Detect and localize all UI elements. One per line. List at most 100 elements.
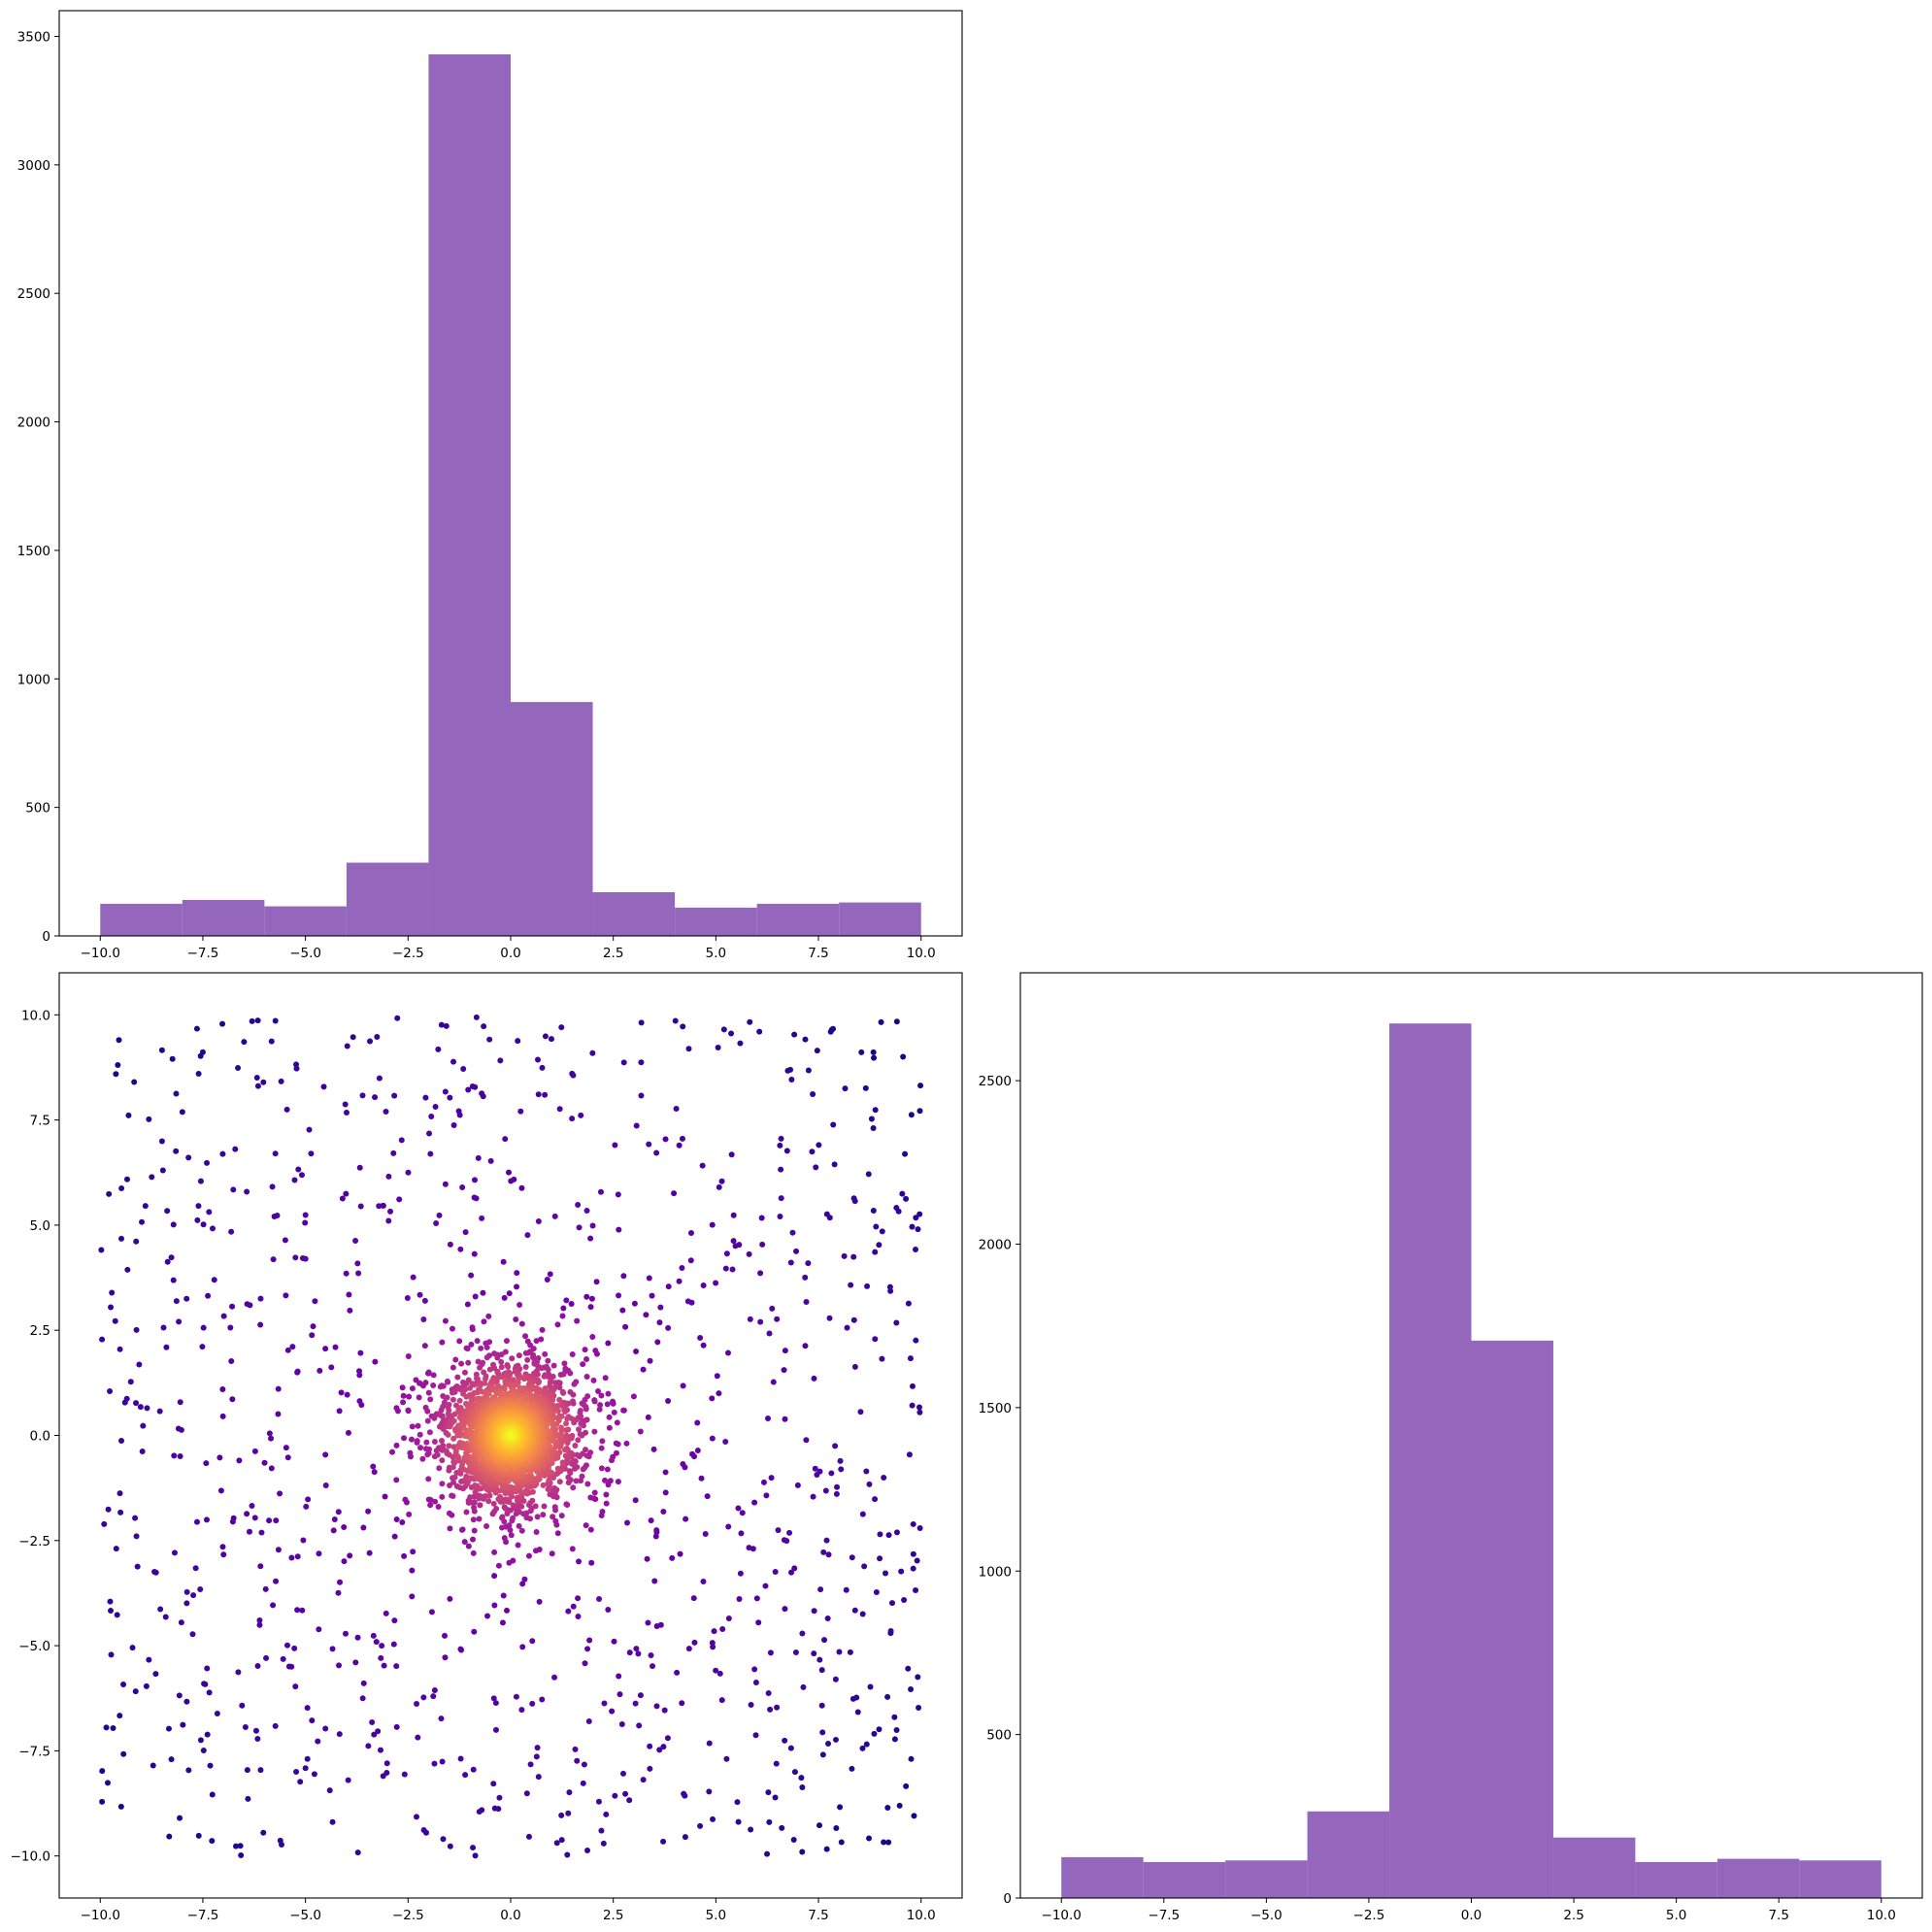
scatter-point [777,1142,783,1149]
scatter-point [697,1335,704,1342]
scatter-point [357,1203,364,1210]
scatter-point [779,1824,785,1831]
scatter-point [518,1527,525,1534]
scatter-point [516,1522,522,1529]
scatter-point [802,1036,809,1043]
scatter-point [480,1093,486,1100]
scatter-point [400,1392,407,1399]
scatter-point [603,1811,610,1817]
scatter-point [300,1537,307,1544]
scatter-point [447,1525,453,1532]
scatter-point [739,1510,746,1516]
scatter-point [335,1509,342,1516]
scatter-point [485,1313,492,1319]
scatter-point [819,1751,826,1758]
scatter-point [632,1497,639,1504]
scatter-point [219,1544,226,1550]
scatter-point [109,1289,116,1296]
scatter-point [752,1679,759,1685]
scatter-point [291,1645,298,1651]
scatter-point [819,1729,826,1736]
scatter-point [202,1681,209,1687]
scatter-point [909,1402,916,1409]
scatter-point [593,1350,600,1357]
top-hist-y-tick-label: 2500 [17,286,50,302]
scatter-point [159,1167,166,1174]
scatter-point [620,1273,627,1280]
scatter-point [521,1576,528,1582]
scatter-point [257,1295,264,1302]
scatter-point [306,1126,313,1133]
scatter-point [679,1135,685,1142]
scatter-point [459,1184,466,1191]
scatter-point [787,1259,794,1266]
scatter-point [565,1474,572,1481]
scatter-point [133,1400,140,1407]
scatter-point [580,1780,586,1786]
scatter-point [910,1550,916,1557]
top-hist-y-tick-label: 2000 [17,416,50,431]
scatter-point [503,1338,510,1345]
scatter-point [799,1630,806,1637]
scatter-point [427,1396,434,1403]
scatter-point [479,1215,485,1221]
scatter-point [887,1628,894,1635]
scatter-point [713,1667,719,1674]
scatter-point [347,1307,353,1314]
scatter-point [152,1671,159,1678]
scatter-point [371,1731,378,1738]
scatter-point [326,1787,333,1794]
scatter-point [438,1021,445,1028]
scatter-point [496,1794,503,1801]
scatter-point [389,1449,396,1455]
scatter-point [908,1755,915,1762]
scatter-point [757,1270,764,1277]
scatter-point [736,1596,743,1603]
scatter-point [266,1517,273,1524]
scatter-point [782,1348,788,1354]
scatter-point [473,1014,480,1020]
scatter-point [507,1526,514,1533]
scatter-point [370,1632,377,1639]
scatter-point [700,1342,707,1349]
scatter-point [209,1838,216,1845]
scatter-point [715,1045,721,1051]
scatter-point [295,1166,302,1173]
scatter-point [359,1092,366,1099]
scatter-point [220,1313,227,1319]
scatter-point [756,1028,763,1035]
scatter-point [716,1390,722,1397]
scatter-point [492,1726,499,1733]
scatter-point [498,1374,505,1381]
scatter-point [508,1532,515,1539]
scatter-point [556,1413,563,1419]
scatter-point [200,1221,207,1228]
scatter-point [854,1709,861,1715]
scatter-point [288,1554,295,1561]
scatter-point [365,1508,372,1515]
scatter-point [554,1465,561,1472]
scatter-point [273,1517,280,1524]
scatter-point [832,1736,839,1743]
scatter-point [163,1344,170,1350]
scatter-point [146,1656,152,1663]
scatter-point [254,1736,261,1743]
scatter-point [382,1493,388,1500]
scatter-point [173,1090,180,1097]
scatter-point [117,1713,123,1719]
scatter-point [219,1413,226,1419]
scatter-point [590,1377,597,1383]
scatter-point [914,1557,920,1564]
scatter-point [533,1338,540,1345]
scatter-point [910,1520,916,1527]
scatter-point [449,1512,455,1518]
scatter-point [217,1487,224,1494]
scatter-point [417,1445,424,1451]
scatter-point [471,1504,478,1511]
scatter-point [424,1417,431,1424]
scatter-point [830,1121,837,1128]
scatter-point [177,1815,183,1821]
scatter-point [767,1649,774,1656]
scatter-point [851,1363,858,1370]
scatter-point [398,1137,405,1144]
